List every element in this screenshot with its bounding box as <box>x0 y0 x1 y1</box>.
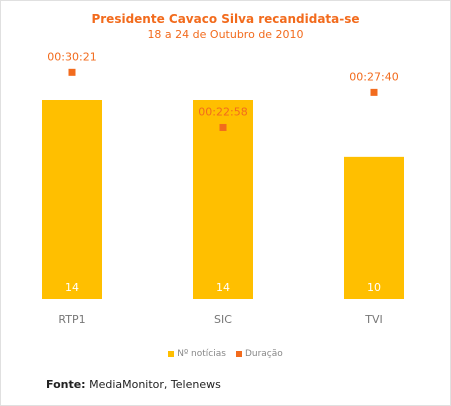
source-label: Fonte: <box>46 378 86 391</box>
chart-legend: Nº notícias Duração <box>0 349 451 359</box>
bar-value-label: 14 <box>65 281 79 294</box>
duration-marker <box>370 88 378 96</box>
x-tick-label: SIC <box>214 313 232 326</box>
chart-subtitle: 18 a 24 de Outubro de 2010 <box>147 28 304 41</box>
legend-swatch-noticias <box>168 351 175 357</box>
bar-rtp1 <box>42 100 102 299</box>
source-note: Fonte: MediaMonitor, Telenews <box>46 378 221 391</box>
x-tick-label: TVI <box>364 313 383 326</box>
legend-label-duracao: Duração <box>244 349 283 359</box>
duration-label: 00:30:21 <box>47 50 96 63</box>
legend-item-duracao: Duração <box>235 349 283 359</box>
legend-swatch-duracao <box>235 351 242 357</box>
legend-item-noticias: Nº notícias <box>168 349 226 359</box>
duration-marker <box>219 123 227 131</box>
duration-marker <box>68 68 76 76</box>
source-text: MediaMonitor, Telenews <box>85 378 221 391</box>
duration-label: 00:22:58 <box>198 105 247 118</box>
duration-label: 00:27:40 <box>349 70 398 83</box>
x-tick-label: RTP1 <box>58 313 85 326</box>
chart-title: Presidente Cavaco Silva recandidata-se <box>91 12 360 26</box>
bar-value-label: 14 <box>216 281 230 294</box>
legend-label-noticias: Nº notícias <box>177 349 226 359</box>
bar-sic <box>193 100 253 299</box>
bar-value-label: 10 <box>367 281 381 294</box>
bar-tvi <box>344 156 404 299</box>
